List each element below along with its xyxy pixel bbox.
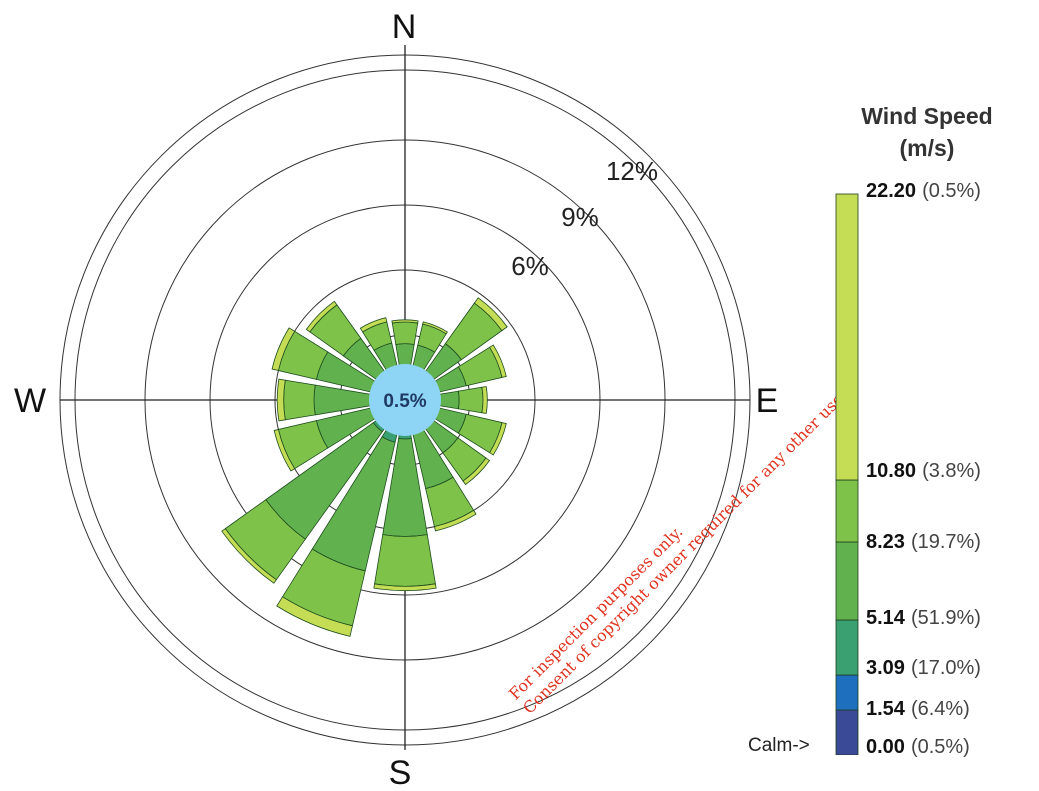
legend-label-4: 5.14 (51.9%)	[866, 607, 981, 630]
compass-north: N	[392, 8, 417, 46]
legend-segment-1	[835, 709, 859, 755]
sector-n-bin-5	[391, 319, 419, 324]
legend-color-bar	[835, 193, 859, 755]
legend-percent: (0.5%)	[910, 736, 970, 758]
compass-south: S	[389, 754, 412, 791]
sector-ene-bin-5	[489, 344, 507, 378]
ring-label-9: 9%	[561, 202, 599, 232]
sector-sw-bin-5	[221, 528, 277, 584]
legend-value: 3.09	[866, 657, 905, 679]
legend-segment-6	[835, 193, 859, 481]
calm-pointer-label: Calm->	[748, 735, 810, 756]
legend-segment-2	[835, 674, 859, 711]
compass-west: W	[14, 382, 46, 420]
sector-sse-bin-5	[433, 509, 477, 532]
legend-percent: (19.7%)	[910, 531, 981, 553]
legend-percent: (51.9%)	[910, 607, 981, 629]
legend-segment-4	[835, 541, 859, 621]
legend-value: 22.20	[866, 180, 917, 202]
legend-value: 10.80	[866, 460, 917, 482]
legend-value: 5.14	[866, 607, 905, 629]
sector-wsw-bin-5	[273, 428, 296, 472]
legend-percent: (17.0%)	[910, 657, 981, 679]
calm-circle	[369, 364, 441, 436]
sector-n-bin-4	[391, 321, 419, 345]
legend-label-7: 22.20 (0.5%)	[866, 180, 981, 203]
calm-percent-label: 0.5%	[383, 391, 426, 412]
sector-s-bin-5	[373, 583, 437, 592]
legend-value: 1.54	[866, 698, 905, 720]
legend-label-2: 1.54 (6.4%)	[866, 698, 970, 721]
legend-percent: (0.5%)	[922, 180, 981, 202]
sector-w-bin-4	[283, 379, 316, 421]
sector-e-bin-5	[481, 386, 488, 414]
legend-segment-3	[835, 619, 859, 676]
sector-s-bin-4	[374, 534, 436, 587]
sector-wnw-bin-5	[271, 327, 296, 372]
sector-se-bin-5	[462, 457, 491, 486]
legend-value: 0.00	[866, 736, 905, 758]
legend-percent: (3.8%)	[922, 460, 981, 482]
sector-e-bin-4	[457, 386, 484, 414]
legend-label-1: 0.00 (0.5%)	[866, 736, 970, 759]
sector-nw-bin-5	[305, 300, 338, 333]
legend-label-5: 8.23 (19.7%)	[866, 531, 981, 554]
sector-ese-bin-5	[489, 422, 507, 456]
legend-label-3: 3.09 (17.0%)	[866, 657, 981, 680]
legend-percent: (6.4%)	[910, 698, 970, 720]
sector-w-bin-5	[276, 378, 286, 422]
legend-label-6: 10.80 (3.8%)	[866, 460, 981, 483]
ring-label-6: 6%	[511, 251, 549, 281]
legend-value: 8.23	[866, 531, 905, 553]
sector-nnw-bin-5	[359, 317, 388, 333]
legend-segment-5	[835, 479, 859, 543]
legend-title-line-1: Wind Speed	[861, 103, 993, 129]
compass-east: E	[756, 382, 779, 420]
sector-nne-bin-5	[422, 321, 448, 335]
legend-title-line-2: (m/s)	[899, 135, 955, 161]
sector-ssw-bin-5	[276, 596, 353, 637]
sector-ne-bin-5	[473, 297, 508, 332]
ring-label-12: 12%	[606, 156, 658, 186]
legend-title: Wind Speed (m/s)	[832, 100, 1022, 164]
